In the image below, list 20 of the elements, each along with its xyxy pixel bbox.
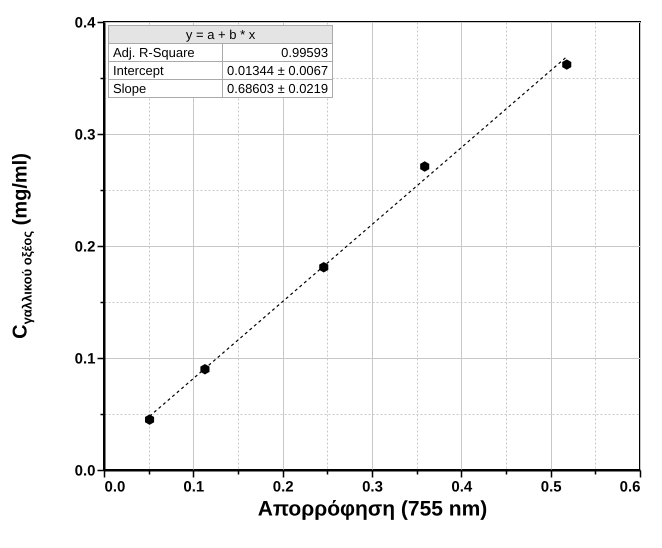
annotation: 0.01344 ± 0.0067 xyxy=(222,62,333,80)
x-tick-label: 0.4 xyxy=(451,478,473,496)
x-tick-label: 0.5 xyxy=(540,478,562,496)
x-tick-label: 0.1 xyxy=(183,478,204,496)
y-tick-label: 0.1 xyxy=(74,350,96,368)
x-axis-title: Απορρόφηση (755 nm) xyxy=(258,498,488,520)
annotation: 0.99593 xyxy=(222,44,333,62)
y-tick-label: 0.3 xyxy=(74,126,96,144)
x-tick-label: 0.6 xyxy=(620,478,640,496)
annotation: Intercept xyxy=(108,62,222,80)
y-tick-label: 0.4 xyxy=(74,14,96,32)
annotation: Adj. R-Square xyxy=(108,44,222,62)
y-tick-label: 0.2 xyxy=(74,238,96,256)
y-tick-label: 0.0 xyxy=(74,462,96,480)
annotation: Slope xyxy=(108,80,222,98)
x-tick-label: 0.2 xyxy=(272,478,294,496)
annotation: 0.68603 ± 0.0219 xyxy=(222,80,333,98)
x-tick-label: 0.0 xyxy=(104,478,126,496)
x-tick-label: 0.3 xyxy=(362,478,383,496)
annotation: y = a + b * x xyxy=(108,26,333,44)
